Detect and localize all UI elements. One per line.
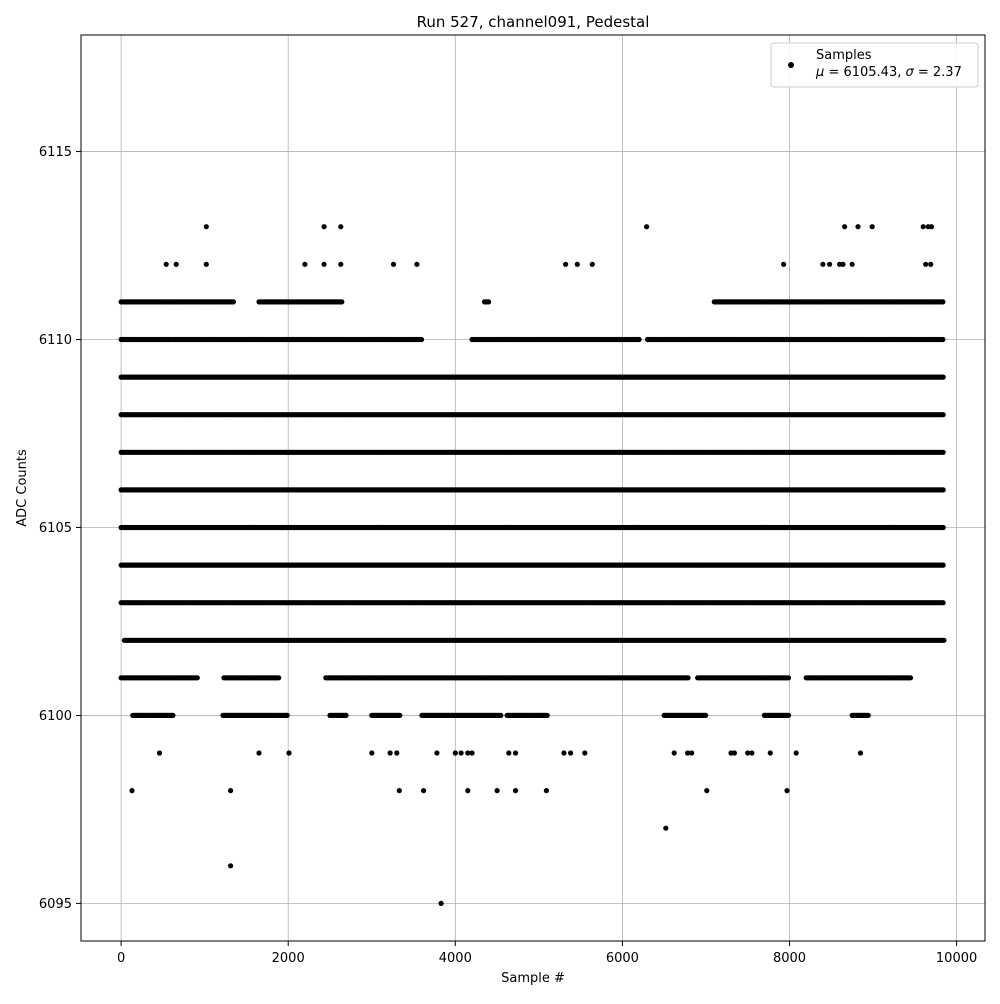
- data-point: [941, 638, 946, 643]
- data-point: [195, 675, 200, 680]
- data-point: [941, 600, 946, 605]
- data-point: [941, 375, 946, 380]
- data-point: [941, 563, 946, 568]
- data-point: [941, 412, 946, 417]
- data-point: [941, 487, 946, 492]
- data-point: [941, 525, 946, 530]
- data-point: [941, 450, 946, 455]
